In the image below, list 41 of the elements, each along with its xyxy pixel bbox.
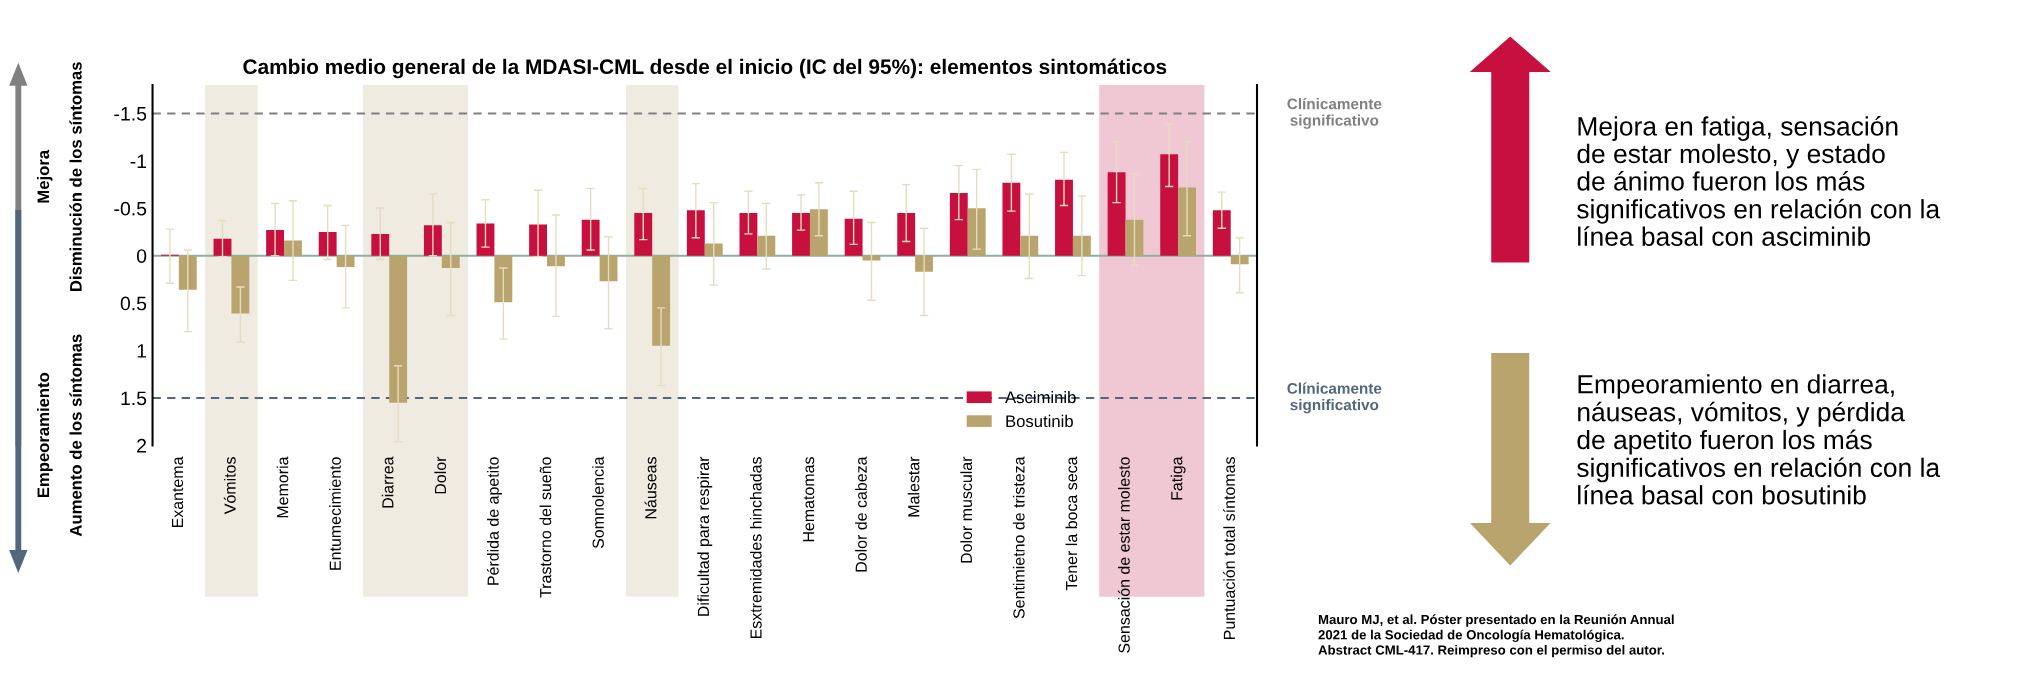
legend-label: Asciminib xyxy=(1005,390,1076,404)
x-tick-label: Puntuación total síntomas xyxy=(1223,457,1235,639)
x-tick-label: Dolor xyxy=(434,456,447,494)
legend-label: Bosutinib xyxy=(1006,414,1073,428)
text: Mauro MJ, et al. Póster presentado en la Reunión Annual 2021 de la Sociedad de Oncología Hematológica. Abstract CML-417. Reimpreso con el permiso del autor. xyxy=(1318,614,1674,658)
x-tick-label: Tener la boca seca xyxy=(1065,456,1078,591)
x-tick-label: Fatiga xyxy=(1170,456,1186,500)
y-tick-label: 0 xyxy=(136,249,147,263)
x-tick-label: Náuseas xyxy=(644,457,657,519)
chart-title: Cambio medio general de la MDASI-CML desde el inicio (IC del 95%): elementos sintomáticos xyxy=(243,58,1167,79)
y-tick-label: 2 xyxy=(137,438,147,453)
text: Empeoramiento xyxy=(36,372,53,498)
text: Mejora en fatiga, sensación de estar molesto, y estado de ánimo fueron los más significativos en relación con la línea basal con asciminib xyxy=(1577,116,1941,246)
x-tick-label: Trastorno del sueño xyxy=(539,457,552,598)
y-tick-label: -1 xyxy=(130,154,147,168)
x-tick-label: Entumecimiento xyxy=(329,457,341,570)
y-tick-label: 1 xyxy=(137,344,147,358)
ref-line-label: Clínicamente significativo xyxy=(1287,97,1382,129)
x-tick-label: Malestar xyxy=(907,456,920,517)
text: Mejora xyxy=(36,149,53,203)
y-tick-label: 0.5 xyxy=(120,296,147,311)
y-tick-label: 1.5 xyxy=(121,391,147,406)
x-tick-label: Vómitos xyxy=(223,457,236,515)
x-tick-label: Memoria xyxy=(276,456,289,518)
y-tick-label: -1.5 xyxy=(114,107,147,121)
y-tick-label: -0.5 xyxy=(114,201,147,216)
text: Aumento de los síntomas xyxy=(69,334,82,537)
x-tick-label: Sensación de estar molesto xyxy=(1117,457,1130,653)
x-tick-label: Dificultad para respirar xyxy=(697,456,713,616)
x-tick-label: Somnolencia xyxy=(592,456,604,549)
text: Empeoramiento en diarrea, náuseas, vómitos, y pérdida de apetito fueron los más significativos en relación con la línea basal con bosutinib xyxy=(1577,374,1941,505)
text: Disminución de los síntomas xyxy=(69,62,82,291)
x-tick-label: Dolor muscular xyxy=(960,456,973,563)
x-tick-label: Esxtremidades hinchadas xyxy=(749,457,762,639)
x-tick-label: Exantema xyxy=(171,456,184,528)
ref-line-label: Clínicamente significativo xyxy=(1287,382,1382,414)
x-tick-label: Diarrea xyxy=(381,456,394,508)
x-tick-label: Sentimietno de tristeza xyxy=(1012,456,1025,619)
x-tick-label: Pérdida de apetito xyxy=(486,457,502,585)
x-tick-label: Dolor de cabeza xyxy=(855,456,867,572)
x-tick-label: Hematomas xyxy=(803,457,815,542)
